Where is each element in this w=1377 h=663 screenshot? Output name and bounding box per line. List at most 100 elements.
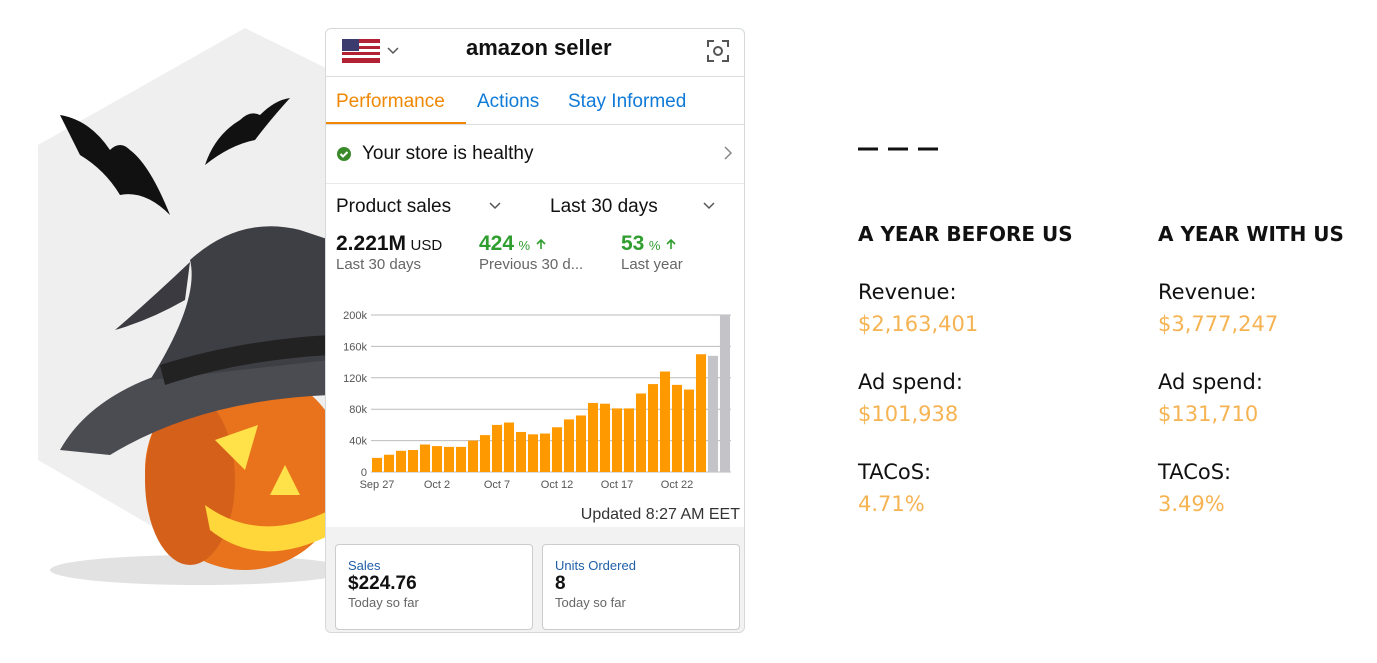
tab[interactable]: Stay Informed xyxy=(568,91,687,112)
stat-caption: Previous 30 d... xyxy=(479,256,584,273)
check-icon xyxy=(337,147,351,161)
y-tick-label: 0 xyxy=(361,467,367,479)
divider xyxy=(326,183,744,184)
period-selector[interactable]: Last 30 days xyxy=(550,196,658,217)
x-tick-label: Oct 7 xyxy=(484,479,510,491)
card-caption: Today so far xyxy=(555,595,626,610)
halloween-art xyxy=(38,28,330,585)
metric-label: Revenue: xyxy=(858,280,957,304)
bar xyxy=(371,457,383,472)
y-tick-label: 200k xyxy=(343,310,367,322)
decorative-dashes xyxy=(858,147,938,151)
active-tab-underline xyxy=(326,122,466,125)
y-tick-label: 80k xyxy=(349,404,367,416)
card-value: 8 xyxy=(555,573,566,594)
stat-unit: USD xyxy=(410,237,443,254)
bar xyxy=(599,403,611,472)
divider xyxy=(326,76,744,77)
y-tick-label: 40k xyxy=(349,436,367,448)
dropdown-icon xyxy=(489,202,501,210)
app-card: amazon seller Performance Actions Stay I… xyxy=(325,28,745,633)
card-label: Units Ordered xyxy=(555,558,636,573)
metric-value: 4.71% xyxy=(858,492,925,516)
units-card[interactable]: Units Ordered 8 Today so far xyxy=(542,544,740,630)
bar xyxy=(707,355,719,472)
bar xyxy=(383,454,395,472)
bar xyxy=(527,434,539,472)
stat: 2.221M USD Last 30 days xyxy=(336,232,442,273)
metric-value: 3.49% xyxy=(1158,492,1225,516)
column-heading: A YEAR WITH US xyxy=(1158,222,1344,246)
divider xyxy=(326,124,744,125)
x-tick-label: Oct 17 xyxy=(601,479,633,491)
bar xyxy=(515,431,527,472)
column-heading: A YEAR BEFORE US xyxy=(858,222,1073,246)
x-tick-label: Oct 12 xyxy=(541,479,573,491)
updated-time: Updated 8:27 AM EET xyxy=(580,506,740,523)
bar xyxy=(575,415,587,472)
stat-value: 2.221M xyxy=(336,232,407,255)
bar xyxy=(683,389,695,472)
bar xyxy=(443,446,455,472)
bar xyxy=(551,427,563,472)
metric-label: Ad spend: xyxy=(858,370,963,394)
brand-logo: amazon seller xyxy=(466,35,612,60)
bar xyxy=(719,315,731,472)
stat: 53 % Last year xyxy=(621,232,683,273)
stat-unit: % xyxy=(648,238,661,253)
stat-value: 424 xyxy=(479,232,515,255)
bar xyxy=(671,384,683,472)
bar xyxy=(455,446,467,472)
metric-value: $101,938 xyxy=(858,402,959,426)
results-column: A YEAR WITH US Revenue: $3,777,247 Ad sp… xyxy=(1158,222,1344,516)
metric-label: Ad spend: xyxy=(1158,370,1263,394)
card-label: Sales xyxy=(348,558,381,573)
dropdown-icon xyxy=(703,202,715,210)
x-tick-label: Sep 27 xyxy=(360,479,395,491)
bar xyxy=(407,450,419,472)
card-value: $224.76 xyxy=(348,573,417,594)
metric-label: Revenue: xyxy=(1158,280,1257,304)
up-arrow xyxy=(666,238,676,249)
bar xyxy=(503,422,515,472)
up-arrow xyxy=(535,238,546,249)
sales-card[interactable]: Sales $224.76 Today so far xyxy=(335,544,533,630)
metric-value: $3,777,247 xyxy=(1158,312,1279,336)
bar xyxy=(491,424,503,472)
metric-label: TACoS: xyxy=(858,460,932,484)
tab[interactable]: Actions xyxy=(477,91,540,112)
bar xyxy=(587,402,599,472)
stat-caption: Last 30 days xyxy=(336,256,422,273)
metric-value: $2,163,401 xyxy=(858,312,979,336)
bar xyxy=(479,435,491,472)
scan-icon[interactable] xyxy=(706,39,730,63)
metric-label: TACoS: xyxy=(1158,460,1232,484)
store-status[interactable]: Your store is healthy xyxy=(362,143,534,164)
tab[interactable]: Performance xyxy=(336,91,445,112)
stat: 424 % Previous 30 d... xyxy=(479,232,583,273)
stat-unit: % xyxy=(518,238,531,253)
bar xyxy=(539,433,551,472)
bar xyxy=(647,384,659,472)
metric-selector[interactable]: Product sales xyxy=(336,196,452,217)
results-column: A YEAR BEFORE US Revenue: $2,163,401 Ad … xyxy=(858,222,1073,516)
metric-value: $131,710 xyxy=(1158,402,1259,426)
bar xyxy=(611,408,623,472)
bar xyxy=(623,408,635,472)
flag-selector[interactable] xyxy=(342,39,402,65)
bar xyxy=(431,446,443,472)
bar xyxy=(395,450,407,472)
stat-caption: Last year xyxy=(621,256,683,273)
bar xyxy=(659,371,671,472)
bar xyxy=(419,444,431,472)
x-tick-label: Oct 2 xyxy=(424,479,450,491)
sales-chart: 0 40k 80k 120k 160k 200k Sep 27 Oct 2 Oct 7 Oct 1… xyxy=(343,310,731,491)
bar xyxy=(467,440,479,472)
chevron xyxy=(724,146,733,160)
bar xyxy=(695,354,707,472)
stat-value: 53 xyxy=(621,232,645,255)
x-tick-label: Oct 22 xyxy=(661,479,693,491)
y-tick-label: 160k xyxy=(343,341,367,353)
bar xyxy=(635,393,647,472)
